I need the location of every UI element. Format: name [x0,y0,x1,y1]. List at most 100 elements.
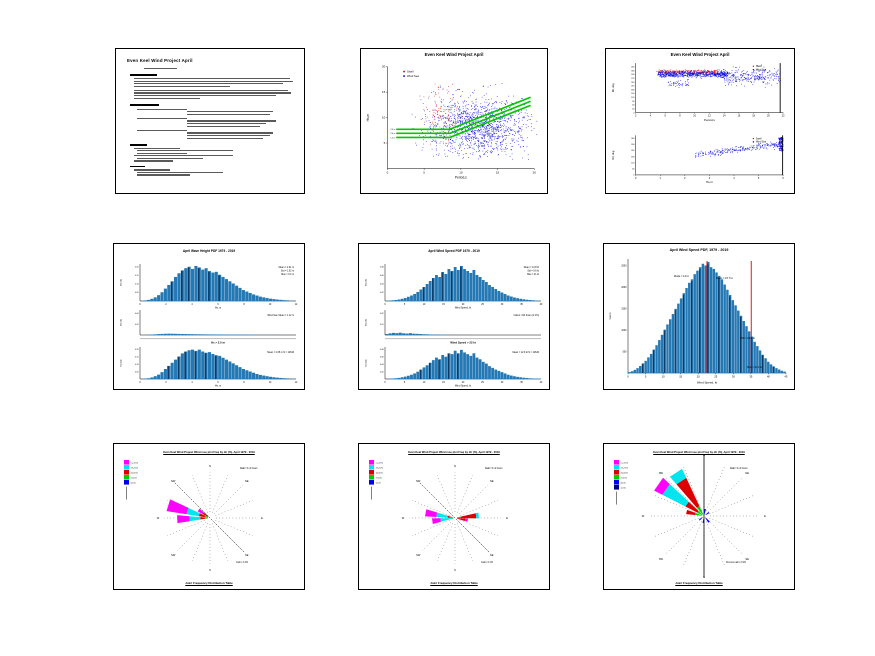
x-tick-label: 15 [496,170,500,174]
y-axis-label: Density [120,358,123,366]
wind-speed-pdf-3-chart: 0 5 10 15 20 25 30 35 40 0.02 0.04 0.06 0.08 Wind Spe… [365,264,543,387]
y-tick-label: 0.15 [135,356,139,358]
legend-marker [752,65,755,67]
legend-swatch [614,480,619,485]
panel-hs-period-scatter: Even Keel Wind Project April 0 5 10 15 20 5 10… [360,48,548,194]
y-tick-label: 0.06 [380,275,384,277]
report-body-lines [127,66,293,193]
compass-label: SW [659,557,664,561]
x-tick-label: 8 [243,382,245,384]
legend-label: 7-10 kt [621,477,628,480]
x-tick-label: 0 [627,375,629,379]
y-tick-label: 180 [631,156,634,158]
text-line [133,155,234,157]
x-axis-label: Hs, m [215,306,221,309]
y-tick-label: 5 [384,141,386,145]
x-tick-label: 0 [139,304,141,306]
y-tick-label: 20 [382,65,386,69]
note-text: Mean = 2.05 m N = 14640 [267,352,294,354]
diagonal-axis-line [419,482,491,554]
panel-wind-rose-3: Even Keel Wind Project Wind rose plot Fr… [603,443,795,590]
text-line [130,74,157,76]
legend-marker [403,70,405,73]
wedge-segment [450,518,454,520]
x-tick-label: 40 [767,375,770,379]
limit-line-label: 2.0 m [390,133,395,135]
y-tick-label: 1000 [621,330,627,332]
y-tick-label: 500 [623,351,628,353]
y-tick-label: 270 [631,78,634,80]
y-tick-label: 240 [631,82,634,84]
y-tick-label: 0 [633,175,634,177]
text-line [133,95,277,97]
wedge-segment [204,515,209,518]
y-tick-label: 0.05 [135,292,139,294]
wedge-segment [197,508,204,514]
x-tick-label: 40 [540,382,543,384]
y-axis-label: Density [365,278,368,286]
wedge-segment [450,516,454,518]
y-axis-label: Density [365,318,368,326]
x-tick-label: 10 [269,382,272,384]
x-tick-label: 5 [404,382,406,384]
wedge-segment [432,518,441,524]
y-tick-label: 360 [631,138,634,140]
wedge-segment [685,501,699,513]
wedge-segment [202,512,209,518]
x-tick-label: 15 [442,382,445,384]
text-line [136,129,187,132]
panel-report-page: Even Keel Wind Project April [115,48,305,194]
legend-marker [403,75,405,77]
x-tick-label: 0 [387,170,389,174]
x-tick-label: 6 [217,382,219,384]
x-tick-label: 2 [165,382,167,384]
x-tick-label: 3 [709,177,711,180]
rose-wedges [654,468,710,523]
text-line [133,77,290,80]
rose-caption: Joint Frequency Distribution Table [185,581,233,585]
bars [385,266,541,301]
x-tick-label: 12 [708,115,711,118]
scatter-points [694,136,784,159]
compass-label: SW [416,553,421,557]
x-tick-label: 30 [501,304,504,306]
legend-label: 11-16 kt [621,472,629,475]
annotation-bottom: Calm: 6.1% [481,562,493,564]
text-line [186,113,270,115]
wedge-segment [200,517,205,520]
legend-label: 7-10 kt [131,477,138,480]
wedge-segment [456,516,461,519]
y-tick-label: 1500 [621,308,627,310]
x-tick-label: 25 [481,304,484,306]
x-tick-label: 15 [679,375,682,379]
y-tick-label: 15 [382,90,386,94]
text-line [186,111,274,113]
wedge-segment [705,517,710,523]
panel-wind-rose-1: Even Keel Wind Project Wind rose plot Fr… [113,443,305,590]
x-tick-label: 35 [520,304,523,306]
legend-swatch [614,470,619,475]
x-tick-label: 10 [423,304,426,306]
x-axis-label: Hs,m [706,180,713,184]
x-tick-label: 10 [693,115,696,118]
bars [628,262,786,373]
legend-label: >= 22 kt [131,462,139,465]
wedge-segment [686,509,696,516]
text-line [133,92,292,94]
legend-label: Swell [756,137,762,140]
x-tick-label: 4 [191,382,193,384]
compass-label: NE [745,471,749,475]
text-line [136,108,187,110]
bars [385,349,541,379]
legend-swatch [614,485,619,490]
y-tick-label: 0.10 [135,364,139,366]
wedge-segment [698,517,703,521]
x-tick-label: 25 [481,382,484,384]
compass-label: N [209,464,211,468]
wedge-segment [425,509,438,518]
y-tick-label: 0 [633,112,634,114]
wedge-segment [676,477,700,508]
text-line [186,132,274,134]
x-tick-label: 0 [384,304,386,306]
